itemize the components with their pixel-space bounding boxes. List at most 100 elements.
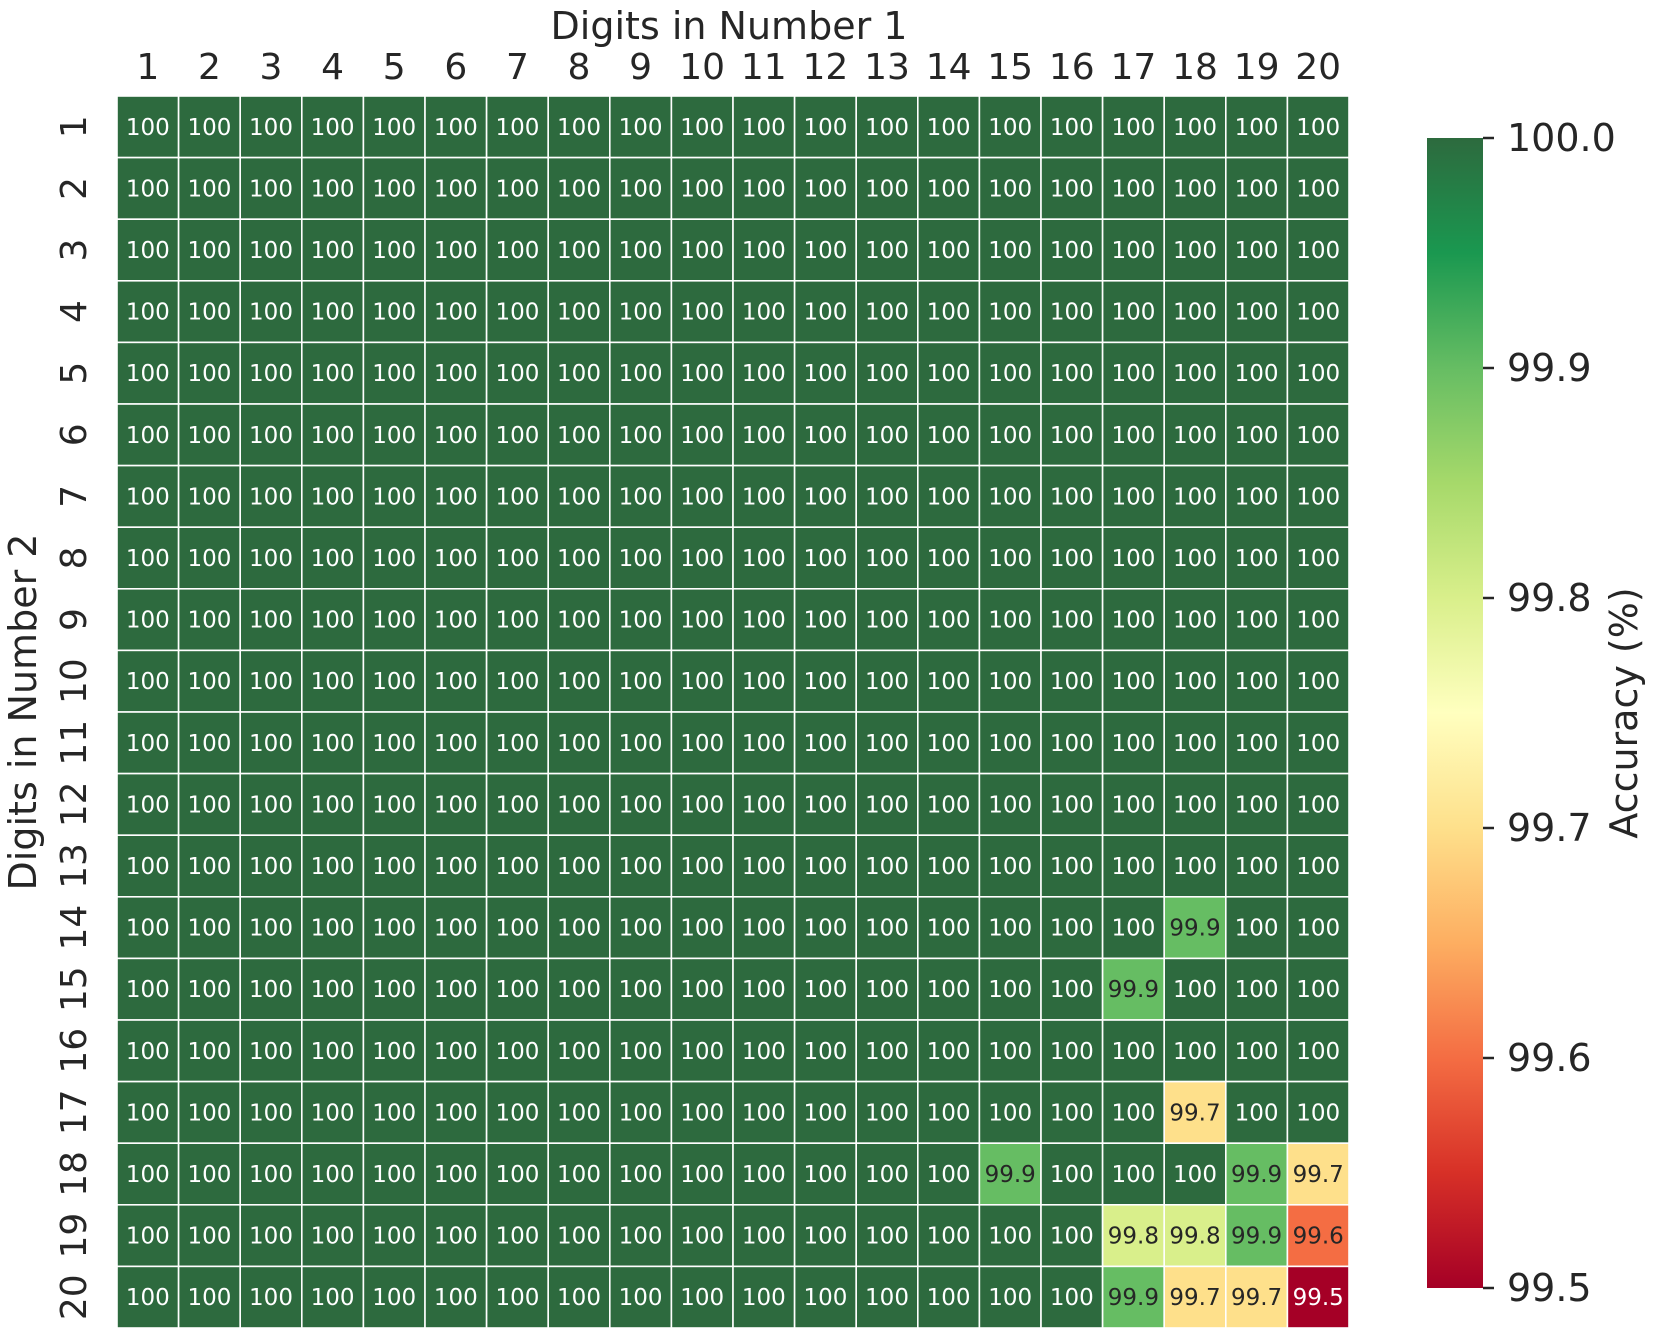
heatmap-cell bbox=[362, 526, 426, 590]
cell-value-label: 100 bbox=[372, 238, 416, 264]
cell-value-label: 100 bbox=[1050, 792, 1094, 818]
heatmap-cell bbox=[547, 464, 611, 529]
cell-value-label: 99.9 bbox=[985, 1162, 1036, 1188]
cell-value-label: 100 bbox=[803, 1224, 847, 1250]
heatmap-cell bbox=[1225, 464, 1289, 529]
heatmap-cell bbox=[916, 711, 981, 775]
cell-value-label: 100 bbox=[1235, 669, 1279, 695]
cell-value-label: 100 bbox=[557, 792, 601, 818]
heatmap-cell bbox=[177, 1265, 242, 1329]
heatmap-cell bbox=[362, 895, 426, 960]
cell-value-label: 100 bbox=[680, 854, 724, 880]
heatmap-cell bbox=[1225, 587, 1289, 652]
heatmap-cell bbox=[116, 156, 180, 221]
cell-value-label: 100 bbox=[1235, 1039, 1279, 1065]
cell-value-label: 100 bbox=[680, 484, 724, 510]
heatmap-cell bbox=[670, 711, 734, 775]
cell-value-label: 100 bbox=[187, 731, 231, 757]
cell-value-label: 100 bbox=[434, 854, 478, 880]
heatmap-cell bbox=[116, 279, 180, 344]
cell-value-label: 100 bbox=[495, 854, 539, 880]
cell-value-label: 100 bbox=[927, 115, 971, 141]
cell-value-label: 100 bbox=[557, 423, 601, 449]
cell-value-label: 100 bbox=[495, 792, 539, 818]
cell-value-label: 100 bbox=[865, 423, 909, 449]
cell-value-label: 100 bbox=[126, 916, 170, 942]
heatmap-cell bbox=[1040, 279, 1104, 344]
cell-value-label: 100 bbox=[619, 546, 663, 572]
cell-value-label: 100 bbox=[1296, 1100, 1340, 1126]
heatmap-cell bbox=[916, 772, 981, 836]
x-tick-label: 7 bbox=[506, 47, 529, 88]
heatmap-cell bbox=[177, 95, 242, 159]
cell-value-label: 100 bbox=[1296, 300, 1340, 326]
cell-value-label: 100 bbox=[1050, 1285, 1094, 1311]
cell-value-label: 100 bbox=[249, 608, 293, 634]
heatmap-cell bbox=[1225, 279, 1289, 344]
heatmap-cell bbox=[547, 587, 611, 652]
heatmap-cell bbox=[608, 218, 673, 282]
cell-value-label: 100 bbox=[1296, 1039, 1340, 1065]
cell-value-label: 100 bbox=[249, 916, 293, 942]
x-tick-label: 16 bbox=[1049, 47, 1095, 88]
heatmap-cell bbox=[1163, 1204, 1227, 1268]
cell-value-label: 100 bbox=[1296, 361, 1340, 387]
cell-value-label: 99.7 bbox=[1169, 1285, 1220, 1311]
heatmap-cell bbox=[916, 464, 981, 529]
y-tick-label: 17 bbox=[54, 1089, 95, 1135]
cell-value-label: 100 bbox=[372, 1285, 416, 1311]
heatmap-cell bbox=[1101, 834, 1165, 898]
cell-value-label: 100 bbox=[680, 1285, 724, 1311]
cell-value-label: 100 bbox=[495, 1039, 539, 1065]
heatmap-cell bbox=[732, 711, 796, 775]
cell-value-label: 100 bbox=[187, 423, 231, 449]
heatmap-cell bbox=[177, 957, 242, 1021]
cell-value-label: 100 bbox=[126, 854, 170, 880]
y-tick-label: 18 bbox=[54, 1151, 95, 1197]
cell-value-label: 100 bbox=[803, 854, 847, 880]
cell-value-label: 100 bbox=[126, 1285, 170, 1311]
heatmap-cell bbox=[1225, 649, 1289, 713]
cell-value-label: 100 bbox=[126, 1100, 170, 1126]
cell-value-label: 100 bbox=[495, 361, 539, 387]
heatmap-cell bbox=[1040, 156, 1104, 221]
cell-value-label: 100 bbox=[1111, 300, 1155, 326]
cell-value-label: 100 bbox=[619, 176, 663, 202]
cell-value-label: 100 bbox=[311, 176, 355, 202]
cell-value-label: 100 bbox=[495, 1224, 539, 1250]
heatmap-cell bbox=[362, 834, 426, 898]
heatmap-cell bbox=[916, 649, 981, 713]
heatmap-cell bbox=[547, 95, 611, 159]
heatmap-cell bbox=[608, 834, 673, 898]
heatmap-cell bbox=[732, 341, 796, 405]
cell-value-label: 100 bbox=[988, 731, 1032, 757]
heatmap-cell bbox=[916, 1019, 981, 1083]
cell-value-label: 100 bbox=[680, 361, 724, 387]
cell-value-label: 100 bbox=[927, 484, 971, 510]
heatmap-cell bbox=[1163, 957, 1227, 1021]
cell-value-label: 100 bbox=[865, 1224, 909, 1250]
cell-value-label: 100 bbox=[126, 792, 170, 818]
heatmap-cell bbox=[177, 526, 242, 590]
heatmap-cell bbox=[1286, 711, 1350, 775]
cell-value-label: 100 bbox=[495, 1100, 539, 1126]
heatmap-cell bbox=[424, 834, 488, 898]
heatmap-cell bbox=[670, 218, 734, 282]
cell-value-label: 100 bbox=[1111, 1100, 1155, 1126]
cell-value-label: 100 bbox=[865, 1162, 909, 1188]
heatmap-cell bbox=[608, 1265, 673, 1329]
x-tick-label: 12 bbox=[802, 47, 848, 88]
cell-value-label: 100 bbox=[680, 423, 724, 449]
heatmap-cell bbox=[608, 772, 673, 836]
heatmap-cell bbox=[547, 526, 611, 590]
heatmap-cell bbox=[978, 895, 1042, 960]
cell-value-label: 100 bbox=[619, 731, 663, 757]
x-tick-label: 13 bbox=[864, 47, 910, 88]
heatmap-cell bbox=[547, 403, 611, 467]
cell-value-label: 99.5 bbox=[1293, 1285, 1344, 1311]
cell-value-label: 100 bbox=[187, 115, 231, 141]
cell-value-label: 100 bbox=[680, 608, 724, 634]
cell-value-label: 99.8 bbox=[1108, 1224, 1159, 1250]
cell-value-label: 100 bbox=[1235, 854, 1279, 880]
heatmap-cell bbox=[670, 403, 734, 467]
